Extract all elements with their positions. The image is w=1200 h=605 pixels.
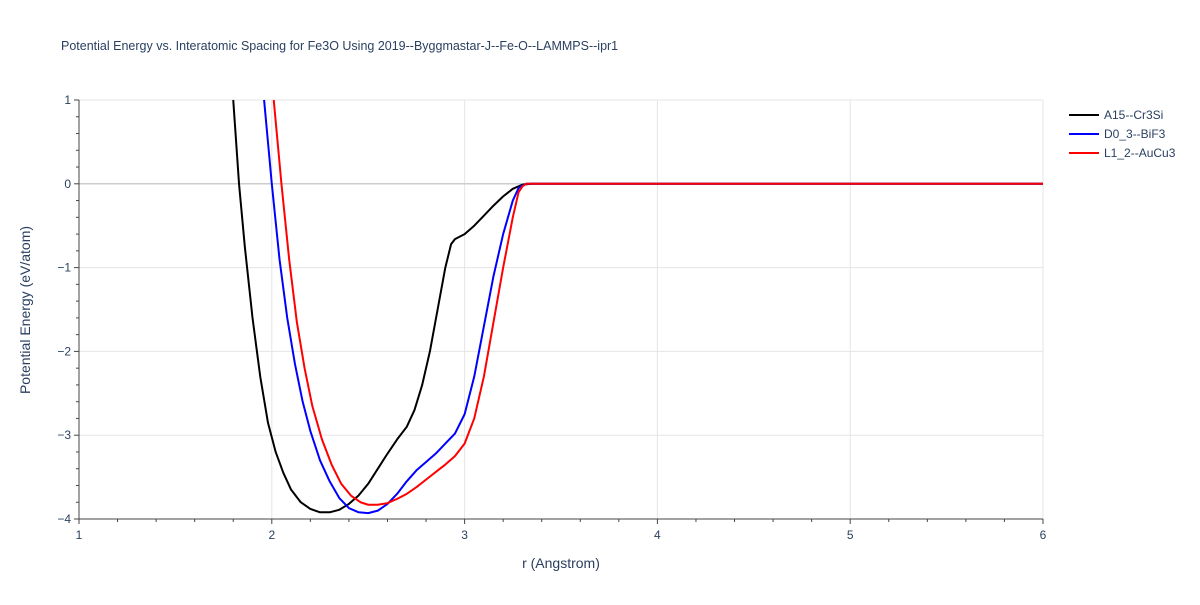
series-line-1 — [263, 99, 1043, 515]
y-tick-label: −3 — [57, 428, 71, 442]
y-tick-label: 1 — [64, 93, 71, 107]
x-tick-label: 6 — [1040, 528, 1047, 542]
x-tick-label: 5 — [847, 528, 854, 542]
legend-label: A15--Cr3Si — [1104, 108, 1163, 122]
y-tick-label: −2 — [57, 344, 71, 358]
legend-item[interactable]: A15--Cr3Si — [1069, 108, 1163, 122]
legend[interactable]: A15--Cr3Si D0_3--BiF3 L1_2--AuCu3 — [1069, 108, 1176, 160]
y-tick-label: −1 — [57, 261, 71, 275]
y-tick-label: 0 — [64, 177, 71, 191]
grid-layer — [79, 99, 1044, 519]
y-tick-label: −4 — [57, 512, 71, 526]
y-axis-label: Potential Energy (eV/atom) — [17, 226, 33, 394]
x-axis-label: r (Angstrom) — [522, 555, 600, 571]
plot-layer — [232, 99, 1043, 515]
legend-item[interactable]: L1_2--AuCu3 — [1069, 146, 1176, 160]
axis-layer: 1 2 3 4 5 6 −4 −3 −2 −1 0 1 — [57, 93, 1046, 542]
legend-label: L1_2--AuCu3 — [1104, 146, 1176, 160]
series-line-2 — [272, 99, 1043, 506]
x-tick-label: 1 — [76, 528, 83, 542]
chart-title: Potential Energy vs. Interatomic Spacing… — [61, 39, 618, 53]
x-tick-label: 2 — [268, 528, 275, 542]
series-line-0 — [232, 99, 1043, 514]
legend-label: D0_3--BiF3 — [1104, 127, 1166, 141]
x-tick-label: 3 — [461, 528, 468, 542]
x-tick-label: 4 — [654, 528, 661, 542]
legend-item[interactable]: D0_3--BiF3 — [1069, 127, 1166, 141]
